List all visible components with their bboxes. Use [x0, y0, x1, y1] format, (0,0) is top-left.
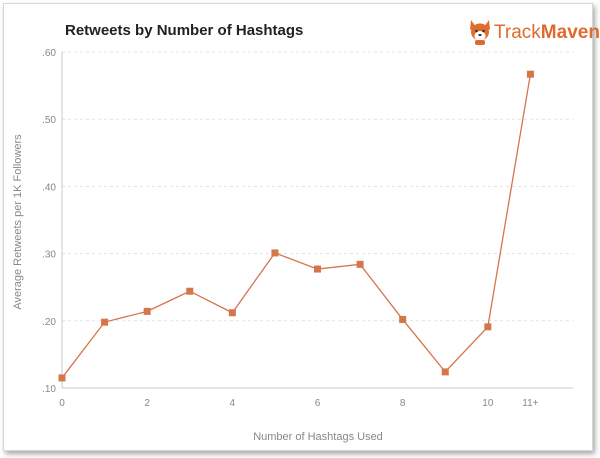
data-point [271, 249, 279, 257]
x-tick-label: 0 [59, 398, 65, 409]
chart-card: Retweets by Number of Hashtags TrackMave… [3, 3, 600, 451]
x-tick-label: 6 [315, 398, 321, 409]
grid-lines [62, 51, 573, 322]
x-tick-label: 11+ [522, 398, 538, 409]
y-axis-label: Average Retweets per 1K Followers [12, 134, 24, 310]
data-point [356, 260, 364, 268]
x-tick-labels: 0 2 4 6 8 10 11+ [59, 398, 538, 409]
data-point [399, 315, 407, 323]
data-point [58, 374, 66, 382]
y-tick-label: .40 [42, 182, 56, 193]
series-line [61, 74, 532, 379]
x-tick-label: 4 [230, 398, 236, 409]
data-point [526, 70, 534, 78]
data-point [186, 287, 194, 295]
y-tick-label: .10 [42, 384, 56, 395]
data-point [484, 323, 492, 331]
y-tick-label: .30 [42, 250, 56, 261]
x-tick-label: 2 [144, 398, 150, 409]
x-tick-label: 10 [482, 398, 494, 409]
data-point [441, 368, 449, 376]
x-tick-label: 8 [400, 398, 406, 409]
data-point [101, 318, 109, 326]
x-axis-label: Number of Hashtags Used [253, 431, 383, 443]
chart-title: Retweets by Number of Hashtags [65, 22, 304, 39]
corgi-dog-icon [470, 20, 490, 45]
y-tick-labels: .10 .20 .30 .40 .50 .60 [42, 48, 56, 395]
y-tick-label: .60 [42, 48, 56, 59]
brand-logo: TrackMaven [467, 16, 600, 48]
data-series [58, 70, 534, 382]
axes [61, 52, 573, 389]
data-point [314, 265, 321, 273]
y-tick-label: .20 [42, 317, 56, 328]
data-point [143, 307, 151, 315]
brand-name: TrackMaven [494, 21, 600, 43]
y-tick-label: .50 [42, 115, 56, 126]
data-point [228, 309, 236, 317]
